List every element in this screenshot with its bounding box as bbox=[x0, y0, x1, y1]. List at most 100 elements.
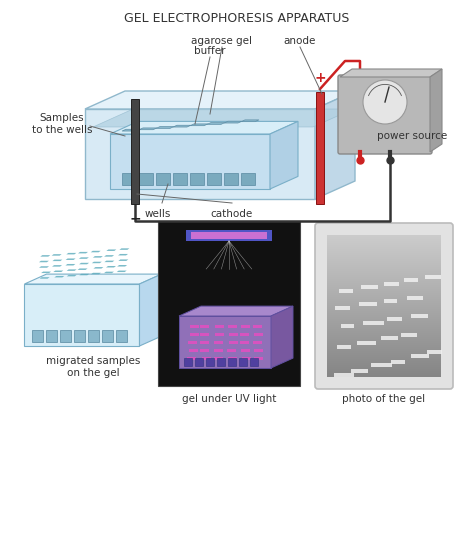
Bar bbox=[239, 358, 247, 366]
Polygon shape bbox=[91, 273, 101, 274]
Bar bbox=[339, 288, 353, 293]
Polygon shape bbox=[254, 341, 262, 344]
Bar bbox=[327, 304, 441, 305]
Bar bbox=[327, 294, 441, 295]
Bar bbox=[327, 265, 441, 266]
Bar bbox=[327, 357, 441, 358]
Bar bbox=[206, 358, 214, 366]
Bar bbox=[327, 235, 441, 236]
Text: cathode: cathode bbox=[211, 209, 253, 219]
Bar bbox=[250, 358, 258, 366]
Polygon shape bbox=[229, 341, 238, 344]
Polygon shape bbox=[241, 325, 250, 328]
Bar bbox=[327, 369, 441, 370]
Bar bbox=[327, 238, 441, 239]
Polygon shape bbox=[139, 128, 157, 129]
Bar bbox=[327, 338, 441, 339]
Bar bbox=[327, 261, 441, 262]
Bar bbox=[327, 324, 441, 325]
Bar bbox=[327, 312, 441, 313]
Polygon shape bbox=[52, 265, 62, 267]
FancyBboxPatch shape bbox=[338, 75, 432, 154]
Polygon shape bbox=[271, 306, 293, 368]
Polygon shape bbox=[79, 257, 89, 259]
Bar bbox=[228, 358, 236, 366]
Bar bbox=[427, 350, 442, 354]
Polygon shape bbox=[104, 271, 114, 273]
Bar bbox=[384, 282, 399, 286]
Text: power source: power source bbox=[377, 131, 447, 141]
Polygon shape bbox=[156, 127, 174, 128]
Bar bbox=[327, 366, 441, 367]
Polygon shape bbox=[52, 259, 63, 261]
Bar bbox=[241, 173, 255, 185]
Bar bbox=[327, 290, 441, 291]
Bar bbox=[327, 353, 441, 354]
Bar bbox=[327, 272, 441, 273]
Bar bbox=[363, 320, 384, 325]
Bar bbox=[33, 330, 44, 342]
Bar bbox=[327, 337, 441, 338]
Polygon shape bbox=[240, 333, 249, 336]
Bar bbox=[391, 360, 405, 363]
Bar bbox=[46, 330, 57, 342]
Bar bbox=[327, 350, 441, 351]
Polygon shape bbox=[179, 316, 271, 368]
Bar bbox=[327, 237, 441, 238]
Text: −: − bbox=[129, 211, 141, 225]
Polygon shape bbox=[65, 258, 75, 260]
Polygon shape bbox=[117, 270, 127, 272]
Bar bbox=[327, 345, 441, 346]
Bar bbox=[327, 255, 441, 256]
Bar bbox=[327, 332, 441, 333]
Bar bbox=[131, 99, 139, 204]
Polygon shape bbox=[79, 263, 89, 264]
Polygon shape bbox=[188, 341, 197, 344]
Bar bbox=[327, 252, 441, 253]
Polygon shape bbox=[214, 357, 223, 360]
Bar bbox=[327, 281, 441, 282]
Polygon shape bbox=[106, 266, 116, 268]
Bar bbox=[327, 253, 441, 254]
Polygon shape bbox=[190, 325, 199, 328]
Polygon shape bbox=[122, 129, 140, 131]
Bar bbox=[327, 354, 441, 355]
Bar bbox=[327, 334, 441, 335]
Bar bbox=[327, 371, 441, 372]
Bar bbox=[327, 241, 441, 242]
Polygon shape bbox=[93, 109, 353, 127]
Bar bbox=[327, 328, 441, 329]
Polygon shape bbox=[228, 349, 237, 352]
Bar bbox=[384, 299, 397, 302]
Polygon shape bbox=[200, 349, 209, 352]
Bar bbox=[327, 359, 441, 360]
Polygon shape bbox=[215, 333, 224, 336]
Polygon shape bbox=[242, 357, 251, 360]
Bar bbox=[327, 285, 441, 286]
Bar bbox=[327, 313, 441, 314]
Bar bbox=[327, 293, 441, 294]
Bar bbox=[217, 358, 225, 366]
Bar bbox=[327, 291, 441, 292]
Bar bbox=[327, 292, 441, 293]
Polygon shape bbox=[104, 255, 114, 257]
Bar bbox=[327, 279, 441, 280]
Bar bbox=[411, 313, 428, 318]
Bar bbox=[327, 239, 441, 240]
Bar bbox=[327, 346, 441, 347]
Polygon shape bbox=[104, 261, 114, 262]
Bar bbox=[327, 236, 441, 237]
Polygon shape bbox=[340, 69, 442, 77]
Bar bbox=[327, 246, 441, 247]
Bar bbox=[327, 278, 441, 279]
Polygon shape bbox=[207, 122, 225, 125]
Bar bbox=[327, 330, 441, 331]
Bar bbox=[327, 314, 441, 315]
Bar bbox=[327, 362, 441, 363]
Bar bbox=[327, 364, 441, 365]
Bar bbox=[327, 264, 441, 265]
Bar bbox=[61, 330, 72, 342]
Bar bbox=[327, 298, 441, 299]
Bar bbox=[327, 251, 441, 252]
Bar bbox=[327, 349, 441, 350]
